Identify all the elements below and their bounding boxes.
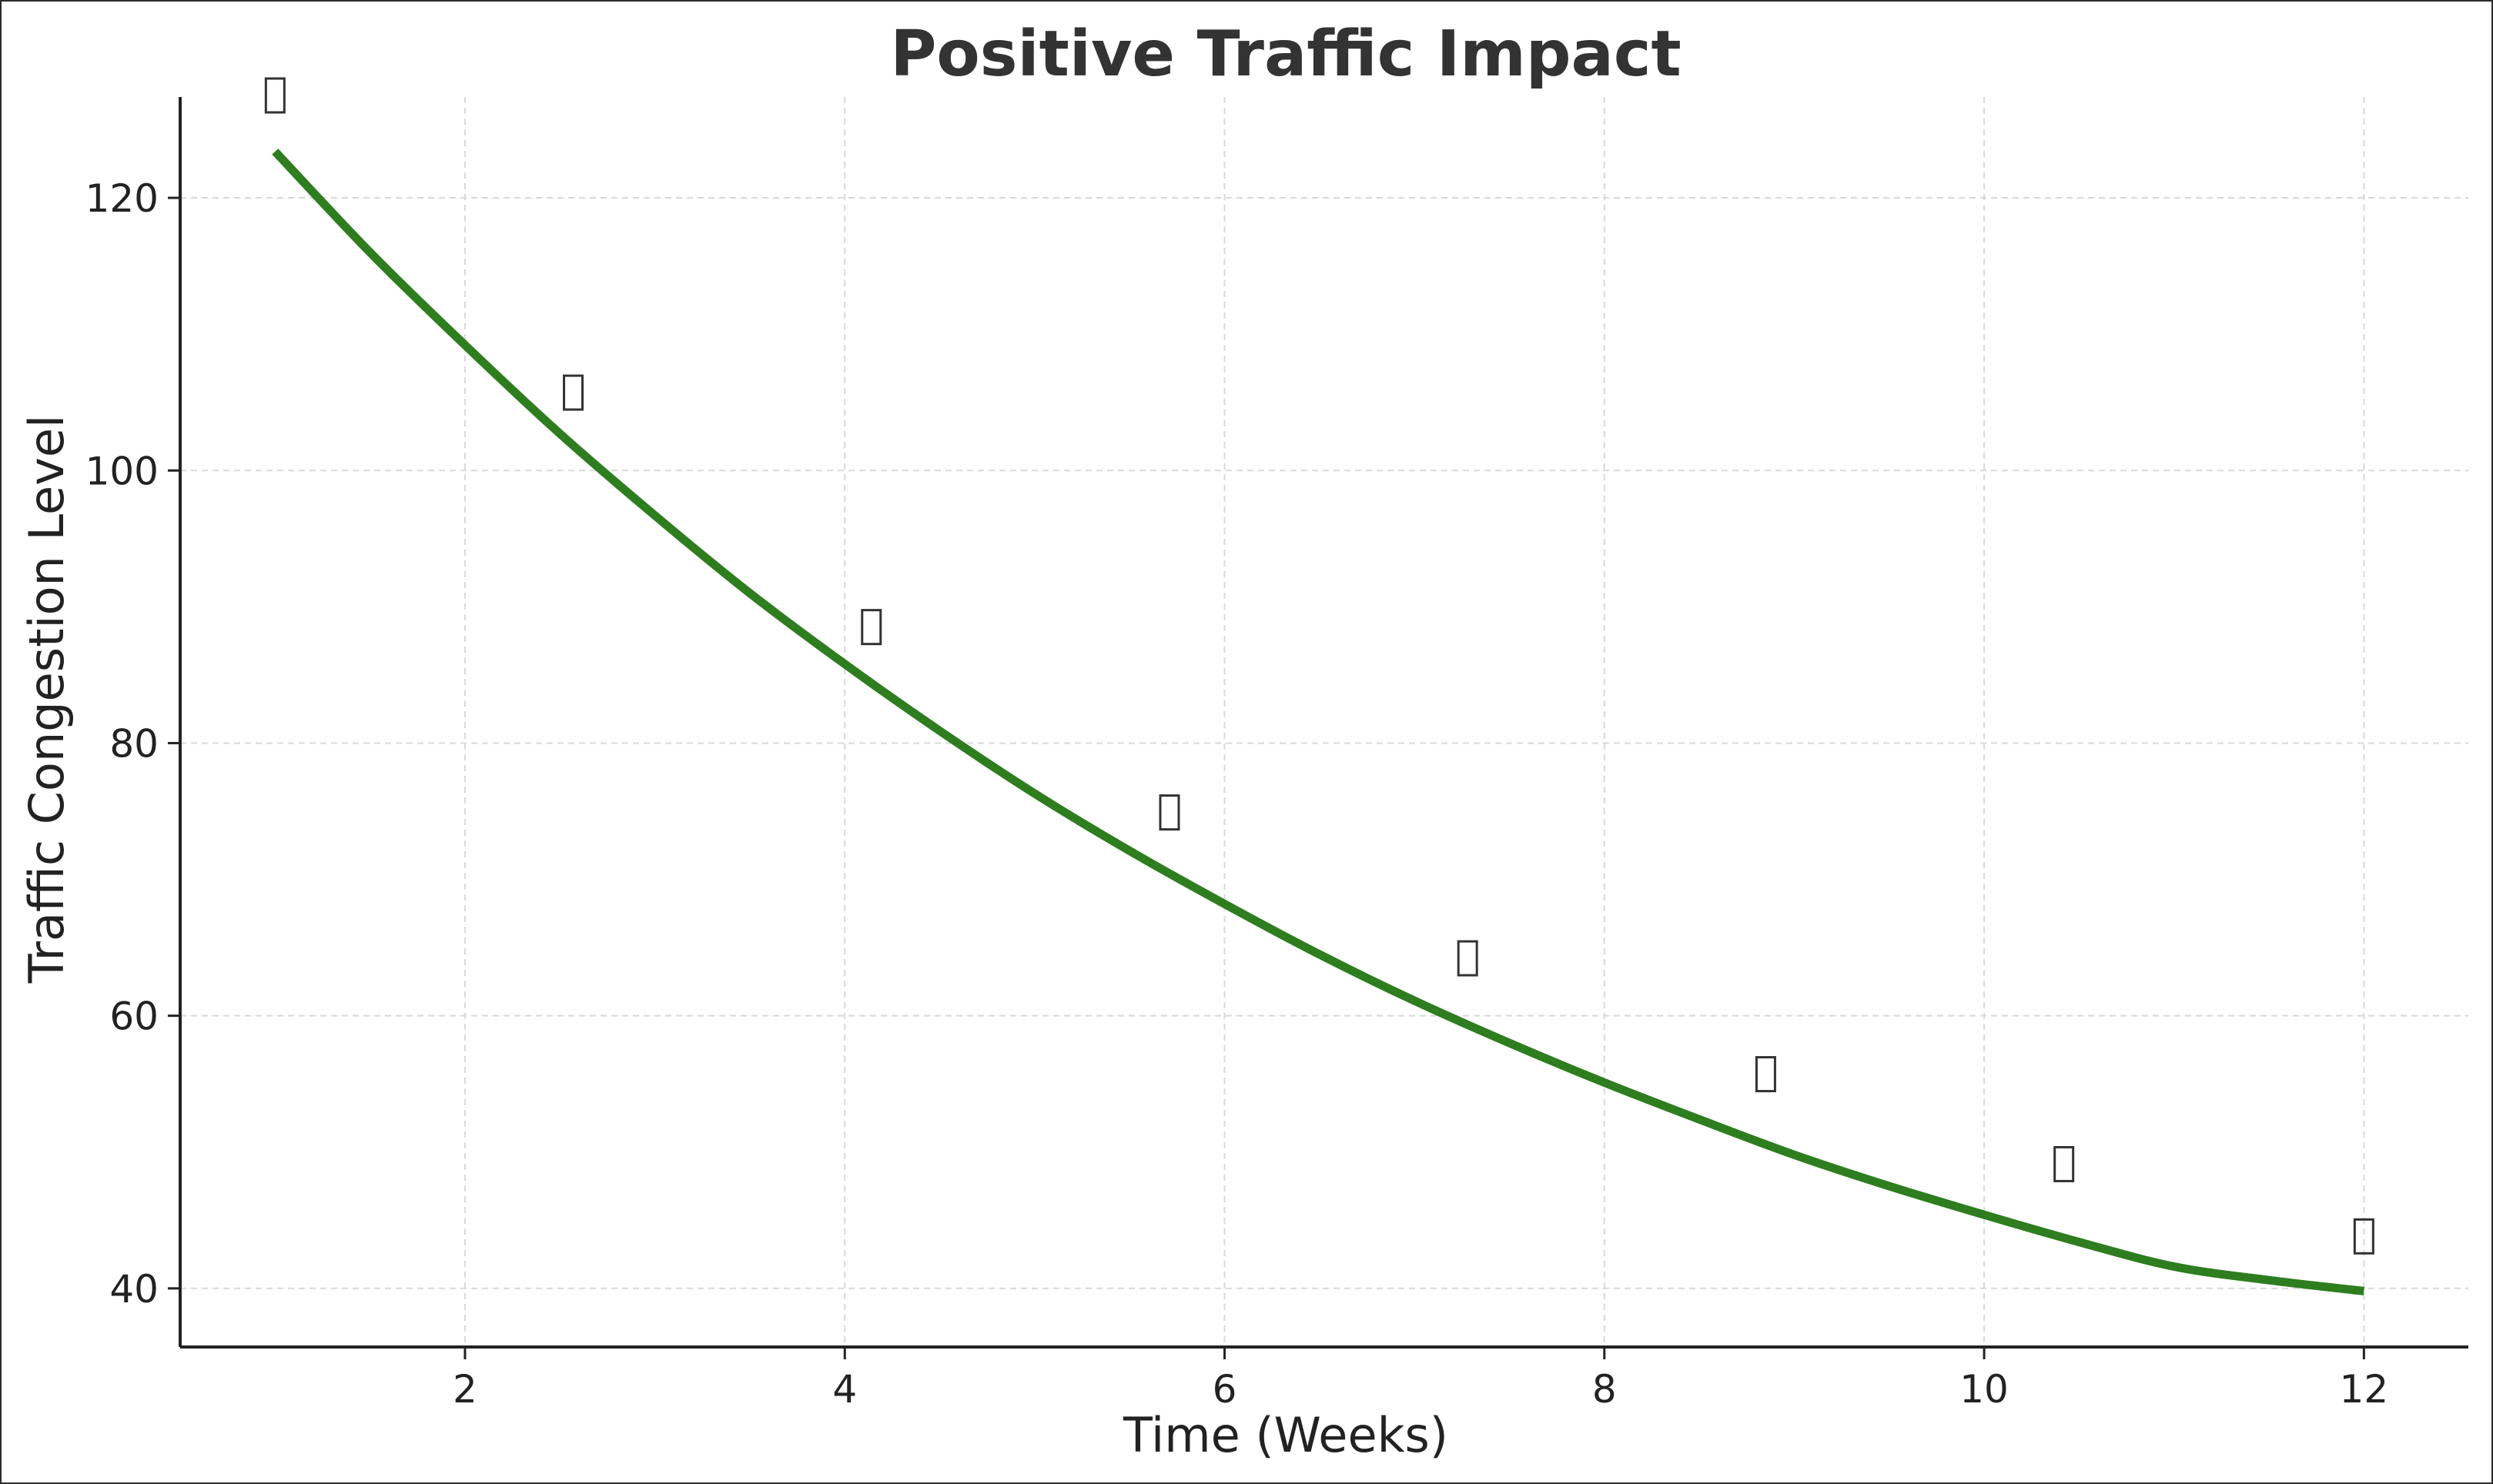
axes — [179, 97, 2468, 1349]
annotation-marker — [861, 609, 882, 646]
annotation-markers — [264, 77, 2374, 1255]
annotation-marker — [1755, 1056, 1776, 1093]
x-tick-label: 8 — [1592, 1367, 1617, 1412]
y-tick-label: 120 — [85, 176, 159, 221]
y-tick-label: 60 — [109, 994, 159, 1039]
y-tick-label: 100 — [85, 449, 159, 493]
y-tick-label: 80 — [109, 721, 159, 766]
x-tick-label: 2 — [453, 1367, 477, 1412]
annotation-marker — [2353, 1218, 2374, 1255]
annotation-marker — [563, 374, 584, 411]
series-group — [272, 149, 2364, 1295]
x-tick-label: 10 — [1959, 1367, 2009, 1412]
annotation-marker — [2053, 1145, 2075, 1182]
chart-title: Positive Traffic Impact — [890, 18, 1681, 91]
tick-marks: 2 4 6 8 10 12 40 60 80 100 120 — [85, 176, 2389, 1412]
annotation-marker — [1457, 940, 1478, 977]
x-tick-label: 12 — [2340, 1367, 2389, 1412]
x-tick-label: 4 — [832, 1367, 857, 1412]
y-axis-label: Traffic Congestion Level — [18, 415, 75, 984]
grid — [180, 97, 2468, 1347]
x-axis-label: Time (Weeks) — [1123, 1407, 1448, 1463]
y-tick-label: 40 — [109, 1267, 159, 1312]
x-tick-label: 6 — [1213, 1367, 1237, 1412]
annotation-marker — [1159, 794, 1180, 831]
annotation-marker — [264, 77, 286, 114]
series-line — [272, 149, 2364, 1295]
